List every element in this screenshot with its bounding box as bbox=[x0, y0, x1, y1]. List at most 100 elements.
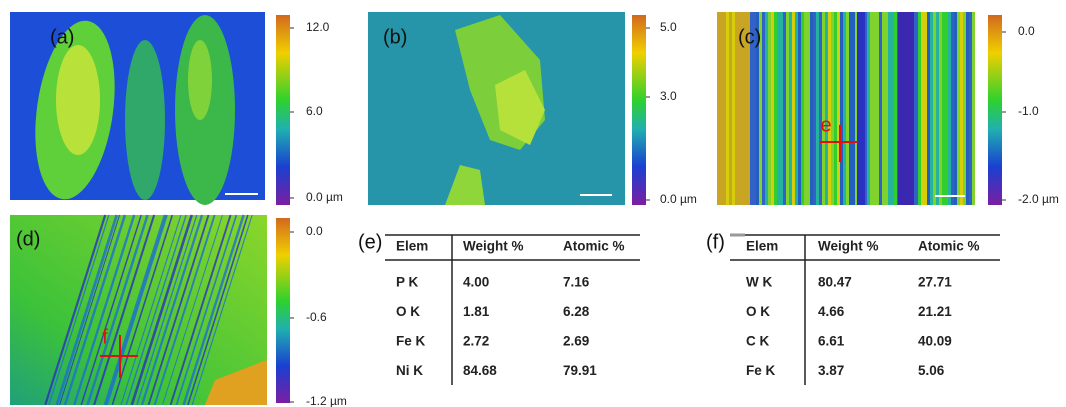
texture bbox=[804, 12, 807, 205]
texture bbox=[963, 12, 966, 205]
height-map-c bbox=[717, 12, 975, 205]
table-cell: P K bbox=[396, 275, 419, 290]
texture bbox=[111, 214, 174, 406]
texture bbox=[789, 12, 792, 205]
panel-label: (d) bbox=[16, 228, 40, 250]
table-cell: W K bbox=[746, 275, 772, 290]
texture bbox=[849, 12, 852, 205]
height-map-b bbox=[368, 12, 625, 205]
texture bbox=[888, 12, 891, 205]
texture bbox=[87, 214, 149, 406]
table-header: Atomic % bbox=[563, 239, 625, 254]
colorbar bbox=[276, 15, 290, 205]
texture bbox=[147, 214, 210, 406]
texture bbox=[175, 214, 238, 406]
texture bbox=[898, 12, 914, 205]
colorbar-tick-label: 12.0 bbox=[306, 20, 330, 34]
table-cell: Fe K bbox=[746, 363, 776, 378]
colorbar-tick-label: 6.0 bbox=[306, 104, 323, 118]
texture bbox=[191, 214, 253, 406]
texture bbox=[954, 12, 957, 205]
texture bbox=[843, 12, 846, 205]
table-cell: 6.61 bbox=[818, 334, 845, 349]
texture bbox=[771, 12, 774, 205]
texture bbox=[921, 12, 924, 205]
texture bbox=[93, 214, 156, 406]
texture bbox=[915, 12, 918, 205]
texture bbox=[63, 214, 127, 406]
table-cell: 40.09 bbox=[918, 334, 952, 349]
texture bbox=[801, 12, 804, 205]
table-cell: C K bbox=[746, 334, 770, 349]
texture bbox=[105, 214, 168, 406]
texture bbox=[756, 12, 759, 205]
texture bbox=[837, 12, 840, 205]
texture bbox=[729, 12, 732, 205]
texture bbox=[816, 12, 819, 205]
texture bbox=[744, 12, 747, 205]
texture bbox=[741, 12, 744, 205]
colorbar-tick-label: 0.0 µm bbox=[660, 192, 697, 206]
colorbar bbox=[988, 15, 1002, 205]
texture bbox=[153, 214, 216, 406]
texture bbox=[942, 12, 945, 205]
colorbar-tick-label: 5.0 bbox=[660, 20, 677, 34]
texture bbox=[825, 12, 828, 205]
texture bbox=[834, 12, 837, 205]
texture bbox=[103, 214, 167, 406]
texture bbox=[732, 12, 735, 205]
texture bbox=[55, 214, 119, 406]
texture bbox=[966, 12, 969, 205]
texture bbox=[759, 12, 762, 205]
texture bbox=[717, 12, 720, 205]
texture bbox=[768, 12, 771, 205]
texture bbox=[939, 12, 942, 205]
height-map-a bbox=[10, 12, 265, 205]
texture bbox=[822, 12, 825, 205]
texture bbox=[924, 12, 927, 205]
texture bbox=[73, 214, 136, 406]
table-cell: 21.21 bbox=[918, 304, 952, 319]
texture bbox=[927, 12, 930, 205]
table-cell: 7.16 bbox=[563, 275, 590, 290]
texture bbox=[735, 12, 738, 205]
texture bbox=[762, 12, 765, 205]
colorbar-tick-label: -2.0 µm bbox=[1018, 192, 1059, 206]
table-label: (f) bbox=[706, 231, 725, 253]
texture bbox=[44, 214, 107, 406]
texture bbox=[894, 12, 897, 205]
table-cell: 27.71 bbox=[918, 275, 952, 290]
table-cell: O K bbox=[396, 304, 420, 319]
table-cell: 3.87 bbox=[818, 363, 844, 378]
height-map-d bbox=[10, 214, 267, 406]
texture bbox=[852, 12, 855, 205]
table-cell: 80.47 bbox=[818, 275, 852, 290]
texture bbox=[846, 12, 849, 205]
texture bbox=[783, 12, 786, 205]
table-header: Elem bbox=[746, 239, 778, 254]
table-header: Atomic % bbox=[918, 239, 980, 254]
table-header: Weight % bbox=[818, 239, 879, 254]
table-cell: 4.66 bbox=[818, 304, 845, 319]
texture bbox=[59, 214, 121, 406]
texture bbox=[777, 12, 780, 205]
texture bbox=[807, 12, 810, 205]
texture bbox=[765, 12, 768, 205]
marker-label: f bbox=[102, 326, 108, 348]
table-label: (e) bbox=[358, 231, 382, 253]
texture bbox=[855, 12, 858, 205]
texture bbox=[957, 12, 960, 205]
texture bbox=[813, 12, 816, 205]
colorbar-tick-label: -0.6 bbox=[306, 310, 327, 324]
texture bbox=[840, 12, 843, 205]
texture bbox=[130, 214, 194, 406]
table-cell: 6.28 bbox=[563, 304, 590, 319]
table-cell: 1.81 bbox=[463, 304, 490, 319]
marker-label: e bbox=[820, 114, 831, 136]
texture bbox=[810, 12, 813, 205]
texture bbox=[792, 12, 795, 205]
panel-label: (a) bbox=[50, 26, 74, 48]
texture bbox=[120, 214, 182, 406]
texture bbox=[86, 214, 148, 406]
texture bbox=[726, 12, 729, 205]
